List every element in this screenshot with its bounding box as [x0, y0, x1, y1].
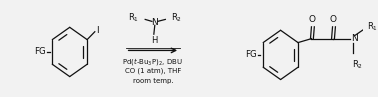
Text: O: O [330, 15, 337, 24]
Text: I: I [96, 26, 98, 35]
Text: R$_2$: R$_2$ [352, 58, 363, 71]
Text: R$_1$: R$_1$ [129, 11, 139, 24]
Text: FG: FG [245, 50, 257, 59]
Text: N: N [351, 34, 358, 43]
Text: CO (1 atm), THF: CO (1 atm), THF [125, 67, 181, 74]
Text: room temp.: room temp. [133, 78, 173, 84]
Text: H: H [151, 36, 157, 45]
Text: FG: FG [34, 47, 46, 56]
Text: O: O [309, 15, 316, 24]
Text: R$_2$: R$_2$ [171, 11, 182, 24]
Text: N: N [152, 18, 158, 27]
Text: R$_1$: R$_1$ [367, 21, 378, 33]
Text: Pd($t$-Bu$_3$P)$_2$, DBU: Pd($t$-Bu$_3$P)$_2$, DBU [122, 56, 183, 67]
